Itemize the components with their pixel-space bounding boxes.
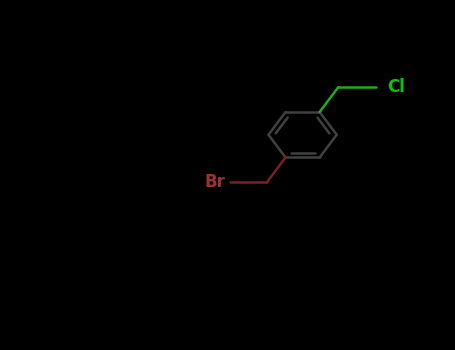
Text: Cl: Cl — [387, 78, 405, 96]
Text: Br: Br — [204, 173, 225, 191]
